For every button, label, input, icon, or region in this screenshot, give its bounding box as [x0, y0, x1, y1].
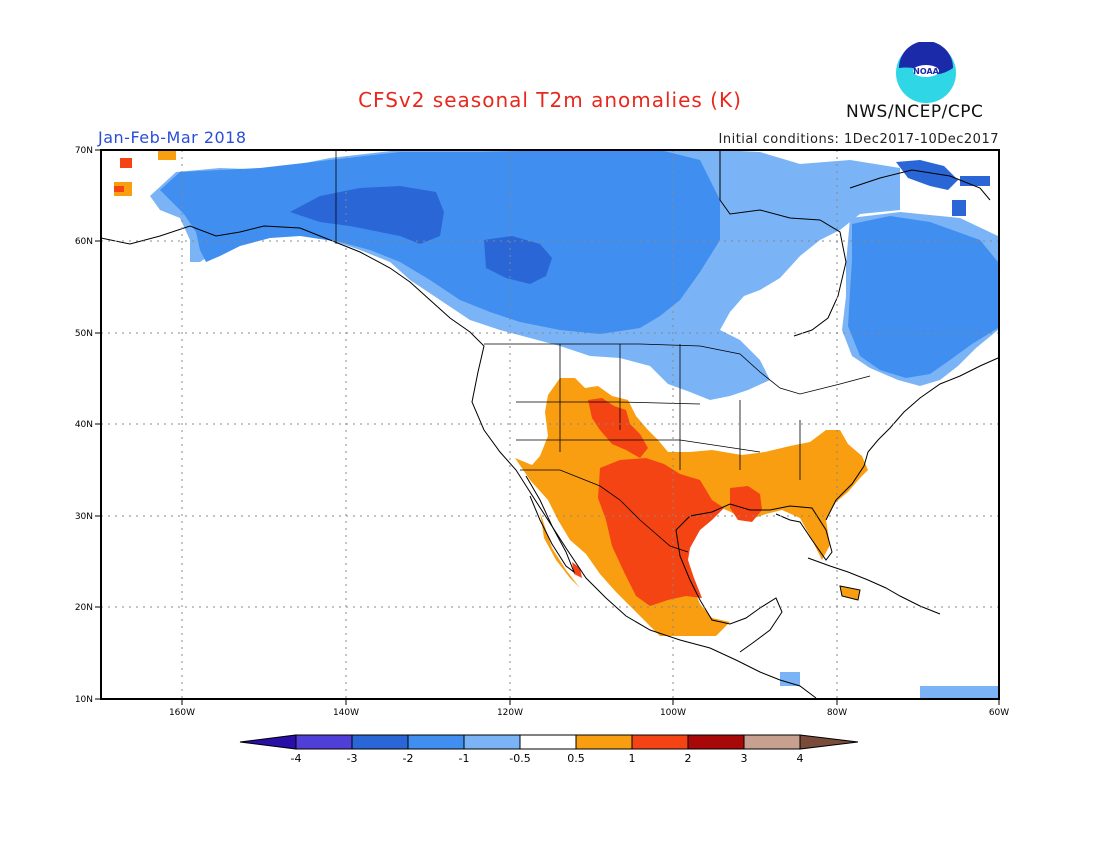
colorbar-segment — [407, 734, 465, 750]
lat-label: 20N — [75, 603, 93, 613]
colorbar-tick-label: 2 — [685, 752, 692, 765]
lon-label: 140W — [333, 708, 359, 718]
colorbar-tick-label: 3 — [741, 752, 748, 765]
colorbar-tick-label: -0.5 — [509, 752, 530, 765]
lat-label: 40N — [75, 420, 93, 430]
political-borders — [335, 150, 871, 553]
lon-label: 80W — [827, 708, 847, 718]
lon-label: 100W — [660, 708, 686, 718]
graticule — [101, 150, 999, 699]
strong-cold-anomaly-regions — [290, 160, 990, 284]
moderate-cold-anomaly-regions — [160, 150, 998, 378]
colorbar-segment — [743, 734, 801, 750]
colorbar-legend: -4 -3 -2 -1 -0.5 0.5 1 2 3 4 — [239, 734, 859, 765]
noaa-logo-icon: NOAA — [896, 42, 956, 103]
colorbar-tick-label: 1 — [629, 752, 636, 765]
latitude-labels: 70N 60N 50N 40N 30N 20N 10N — [75, 146, 93, 705]
map-title: CFSv2 seasonal T2m anomalies (K) — [358, 88, 742, 112]
colorbar-segment — [687, 734, 745, 750]
colorbar-segment — [351, 734, 409, 750]
lat-label: 50N — [75, 329, 93, 339]
colorbar-tick-label: -3 — [347, 752, 358, 765]
axis-ticks — [95, 149, 1000, 705]
colorbar-min-arrow — [239, 734, 297, 750]
season-label: Jan-Feb-Mar 2018 — [98, 128, 247, 147]
agency-label: NWS/NCEP/CPC — [846, 102, 984, 122]
colorbar-tick-label: -2 — [403, 752, 414, 765]
strong-warm-anomaly-regions — [114, 158, 762, 606]
lon-label: 160W — [169, 708, 195, 718]
colorbar-segment — [463, 734, 521, 750]
colorbar-tick-label: -1 — [459, 752, 470, 765]
lat-label: 60N — [75, 237, 93, 247]
lon-label: 120W — [497, 708, 523, 718]
initial-conditions-label: Initial conditions: 1Dec2017-10Dec2017 — [718, 132, 999, 147]
colorbar-tick-label: -4 — [291, 752, 302, 765]
colorbar-segment — [575, 734, 633, 750]
colorbar-segment — [631, 734, 689, 750]
colorbar-segment — [519, 734, 577, 750]
colorbar-tick-label: 4 — [797, 752, 804, 765]
colorbar-tick-label: 0.5 — [567, 752, 585, 765]
lon-label: 60W — [989, 708, 1009, 718]
lat-label: 30N — [75, 512, 93, 522]
coastlines — [101, 150, 999, 699]
longitude-labels: 160W 140W 120W 100W 80W 60W — [169, 708, 1009, 718]
lat-label: 10N — [75, 695, 93, 705]
lat-label: 70N — [75, 146, 93, 156]
colorbar-segment — [295, 734, 353, 750]
noaa-logo-text: NOAA — [913, 67, 939, 76]
colorbar-max-arrow — [799, 734, 859, 750]
